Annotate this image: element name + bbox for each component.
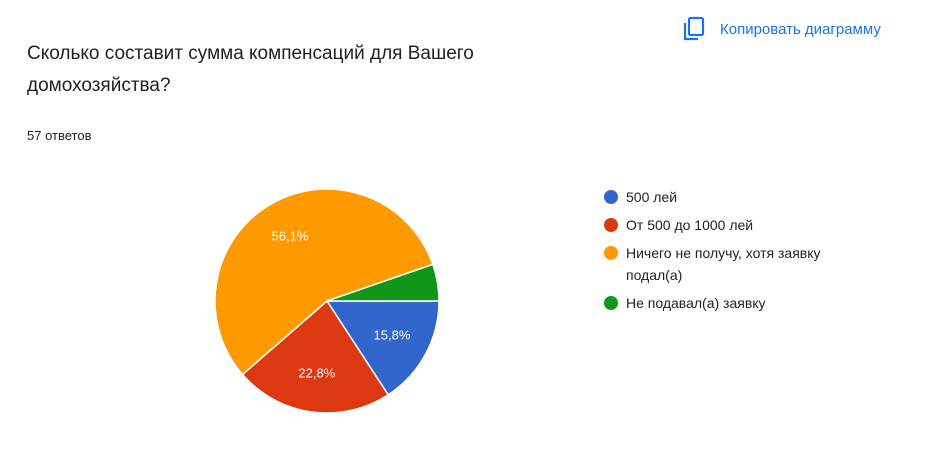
legend-item: От 500 до 1000 лей (604, 214, 844, 236)
pie-slice (325, 300, 440, 396)
copy-label[interactable]: Копировать диаграмму (720, 20, 881, 38)
copy-button[interactable]: Копировать диаграмму (682, 16, 881, 42)
legend-label: От 500 до 1000 лей (626, 217, 754, 233)
copy-icon (683, 16, 705, 41)
pie-slice (326, 263, 440, 302)
pie-slice (241, 299, 390, 414)
legend-swatch (604, 190, 618, 204)
legend-label: 500 лей (626, 189, 678, 205)
chart-title: Сколько составит сумма компенсаций для В… (27, 43, 474, 96)
legend-item: Ничего не получу, хотя заявку подал(а) (604, 242, 844, 286)
legend-swatch (604, 296, 618, 310)
legend: 500 лей От 500 до 1000 лей Ничего не получ… (604, 186, 844, 320)
pie-chart: 15,8% 22,8% 56,1% (214, 188, 440, 414)
pie-slice (214, 188, 434, 376)
legend-item: Не подавал(а) заявку (604, 292, 844, 314)
slice-label: 22,8% (298, 366, 335, 381)
response-count: 57 ответов (27, 128, 92, 143)
legend-swatch (604, 246, 618, 260)
legend-label: Не подавал(а) заявку (626, 295, 766, 311)
legend-label: Ничего не получу, хотя заявку подал(а) (626, 245, 821, 283)
slice-label: 15,8% (374, 328, 411, 343)
slice-label: 56,1% (272, 228, 309, 243)
legend-swatch (604, 218, 618, 232)
legend-item: 500 лей (604, 186, 844, 208)
